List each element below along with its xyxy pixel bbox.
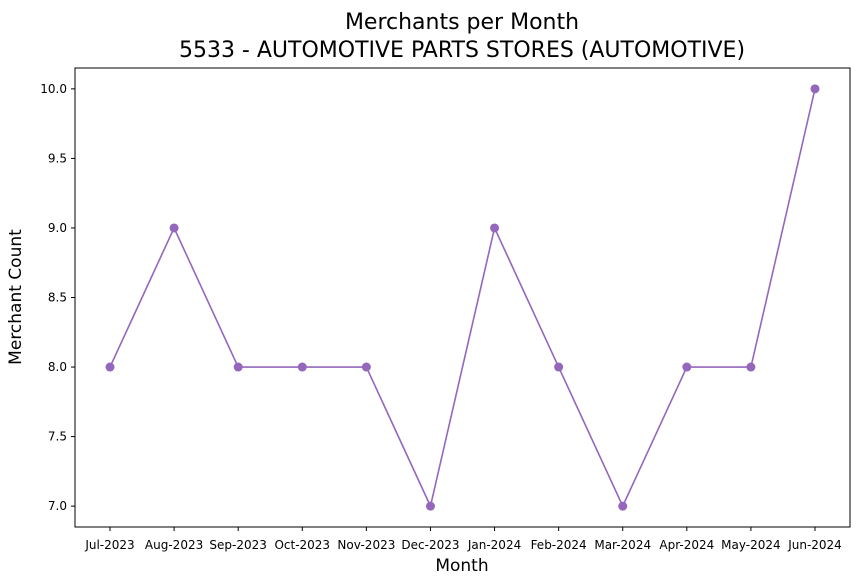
chart-title: Merchants per Month bbox=[345, 10, 579, 35]
x-tick-label: Sep-2023 bbox=[209, 538, 267, 552]
data-point bbox=[810, 84, 820, 94]
x-axis: Jul-2023 Aug-2023 Sep-2023 Oct-2023 Nov-2023… bbox=[84, 527, 842, 552]
data-point bbox=[490, 223, 500, 233]
chart-subtitle: 5533 - AUTOMOTIVE PARTS STORES (AUTOMOTI… bbox=[179, 38, 745, 63]
y-tick-label: 7.5 bbox=[48, 430, 67, 444]
x-tick-label: Oct-2023 bbox=[274, 538, 330, 552]
plot-frame bbox=[74, 67, 851, 528]
data-point bbox=[746, 362, 756, 372]
x-tick-label: Feb-2024 bbox=[531, 538, 587, 552]
x-tick-label: Mar-2024 bbox=[594, 538, 651, 552]
x-tick-label: May-2024 bbox=[721, 538, 780, 552]
series-line bbox=[109, 88, 816, 509]
data-point bbox=[425, 501, 435, 511]
x-tick-label: Jun-2024 bbox=[787, 538, 842, 552]
y-tick-label: 7.0 bbox=[48, 499, 67, 513]
y-tick-label: 9.0 bbox=[48, 221, 67, 235]
data-point bbox=[618, 501, 628, 511]
y-tick-label: 8.0 bbox=[48, 360, 67, 374]
series-layer bbox=[105, 84, 820, 511]
x-tick-label: Jan-2024 bbox=[467, 538, 521, 552]
y-tick-label: 10.0 bbox=[40, 82, 67, 96]
x-axis-label: Month bbox=[435, 556, 488, 576]
x-tick-label: Dec-2023 bbox=[401, 538, 459, 552]
y-tick-label: 9.5 bbox=[48, 151, 67, 165]
y-axis-label: Merchant Count bbox=[6, 229, 26, 365]
x-tick-label: Apr-2024 bbox=[659, 538, 714, 552]
x-tick-label: Jul-2023 bbox=[84, 538, 134, 552]
y-axis: 7.0 7.5 8.0 8.5 9.0 9.5 10.0 bbox=[40, 82, 75, 513]
data-point bbox=[682, 362, 692, 372]
data-point bbox=[233, 362, 243, 372]
x-tick-label: Aug-2023 bbox=[145, 538, 203, 552]
data-point bbox=[105, 362, 115, 372]
x-tick-label: Nov-2023 bbox=[337, 538, 395, 552]
data-point bbox=[554, 362, 564, 372]
y-tick-label: 8.5 bbox=[48, 291, 67, 305]
data-point bbox=[361, 362, 371, 372]
data-point bbox=[169, 223, 179, 233]
data-point bbox=[297, 362, 307, 372]
